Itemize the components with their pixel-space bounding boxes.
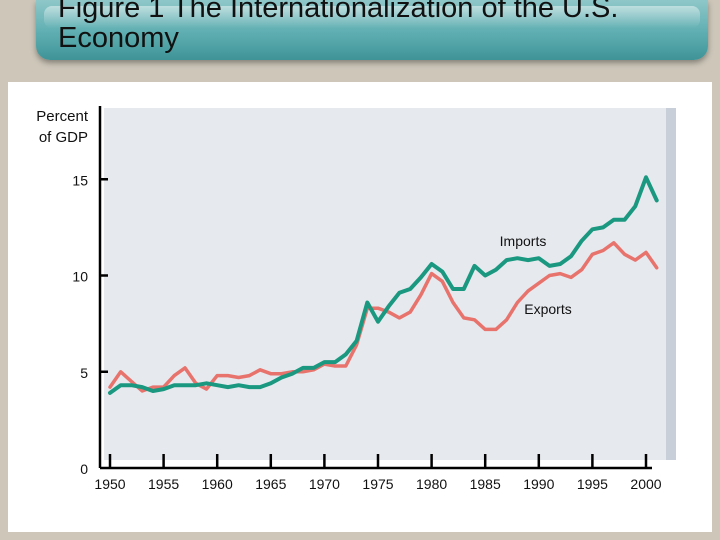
y-axis-label-line-1: Percent — [36, 108, 89, 125]
series-line-imports — [108, 175, 659, 395]
y-tick-label-10: 10 — [72, 269, 88, 285]
title-line-1: Figure 1 The Internationalization of the… — [58, 0, 619, 24]
y-tick-label-0: 0 — [80, 461, 88, 477]
series-label-imports: Imports — [500, 233, 547, 249]
x-tick-label-1960: 1960 — [202, 476, 233, 492]
copyright-notice: Copyright © 2004 South-Western — [560, 518, 678, 527]
x-tick-label-1970: 1970 — [309, 476, 340, 492]
y-tick-label-5: 5 — [80, 365, 88, 381]
x-tick-label-2000: 2000 — [630, 476, 661, 492]
title-line-2: Economy — [58, 22, 179, 54]
x-tick-label-1985: 1985 — [470, 476, 501, 492]
x-tick-label-1990: 1990 — [523, 476, 554, 492]
x-tick-label-1965: 1965 — [255, 476, 286, 492]
page-title: Figure 1 The Internationalization of the… — [58, 0, 698, 53]
x-tick-label-1975: 1975 — [362, 476, 393, 492]
y-axis-label-line-2: of GDP — [39, 129, 88, 146]
title-bar — [36, 0, 708, 60]
series-label-exports: Exports — [524, 301, 571, 317]
x-tick-label-1955: 1955 — [148, 476, 179, 492]
x-tick-label-1995: 1995 — [577, 476, 608, 492]
plot-area-background — [104, 108, 676, 460]
x-tick-label-1950: 1950 — [94, 476, 125, 492]
y-tick-label-15: 15 — [72, 172, 88, 188]
x-tick-label-1980: 1980 — [416, 476, 447, 492]
